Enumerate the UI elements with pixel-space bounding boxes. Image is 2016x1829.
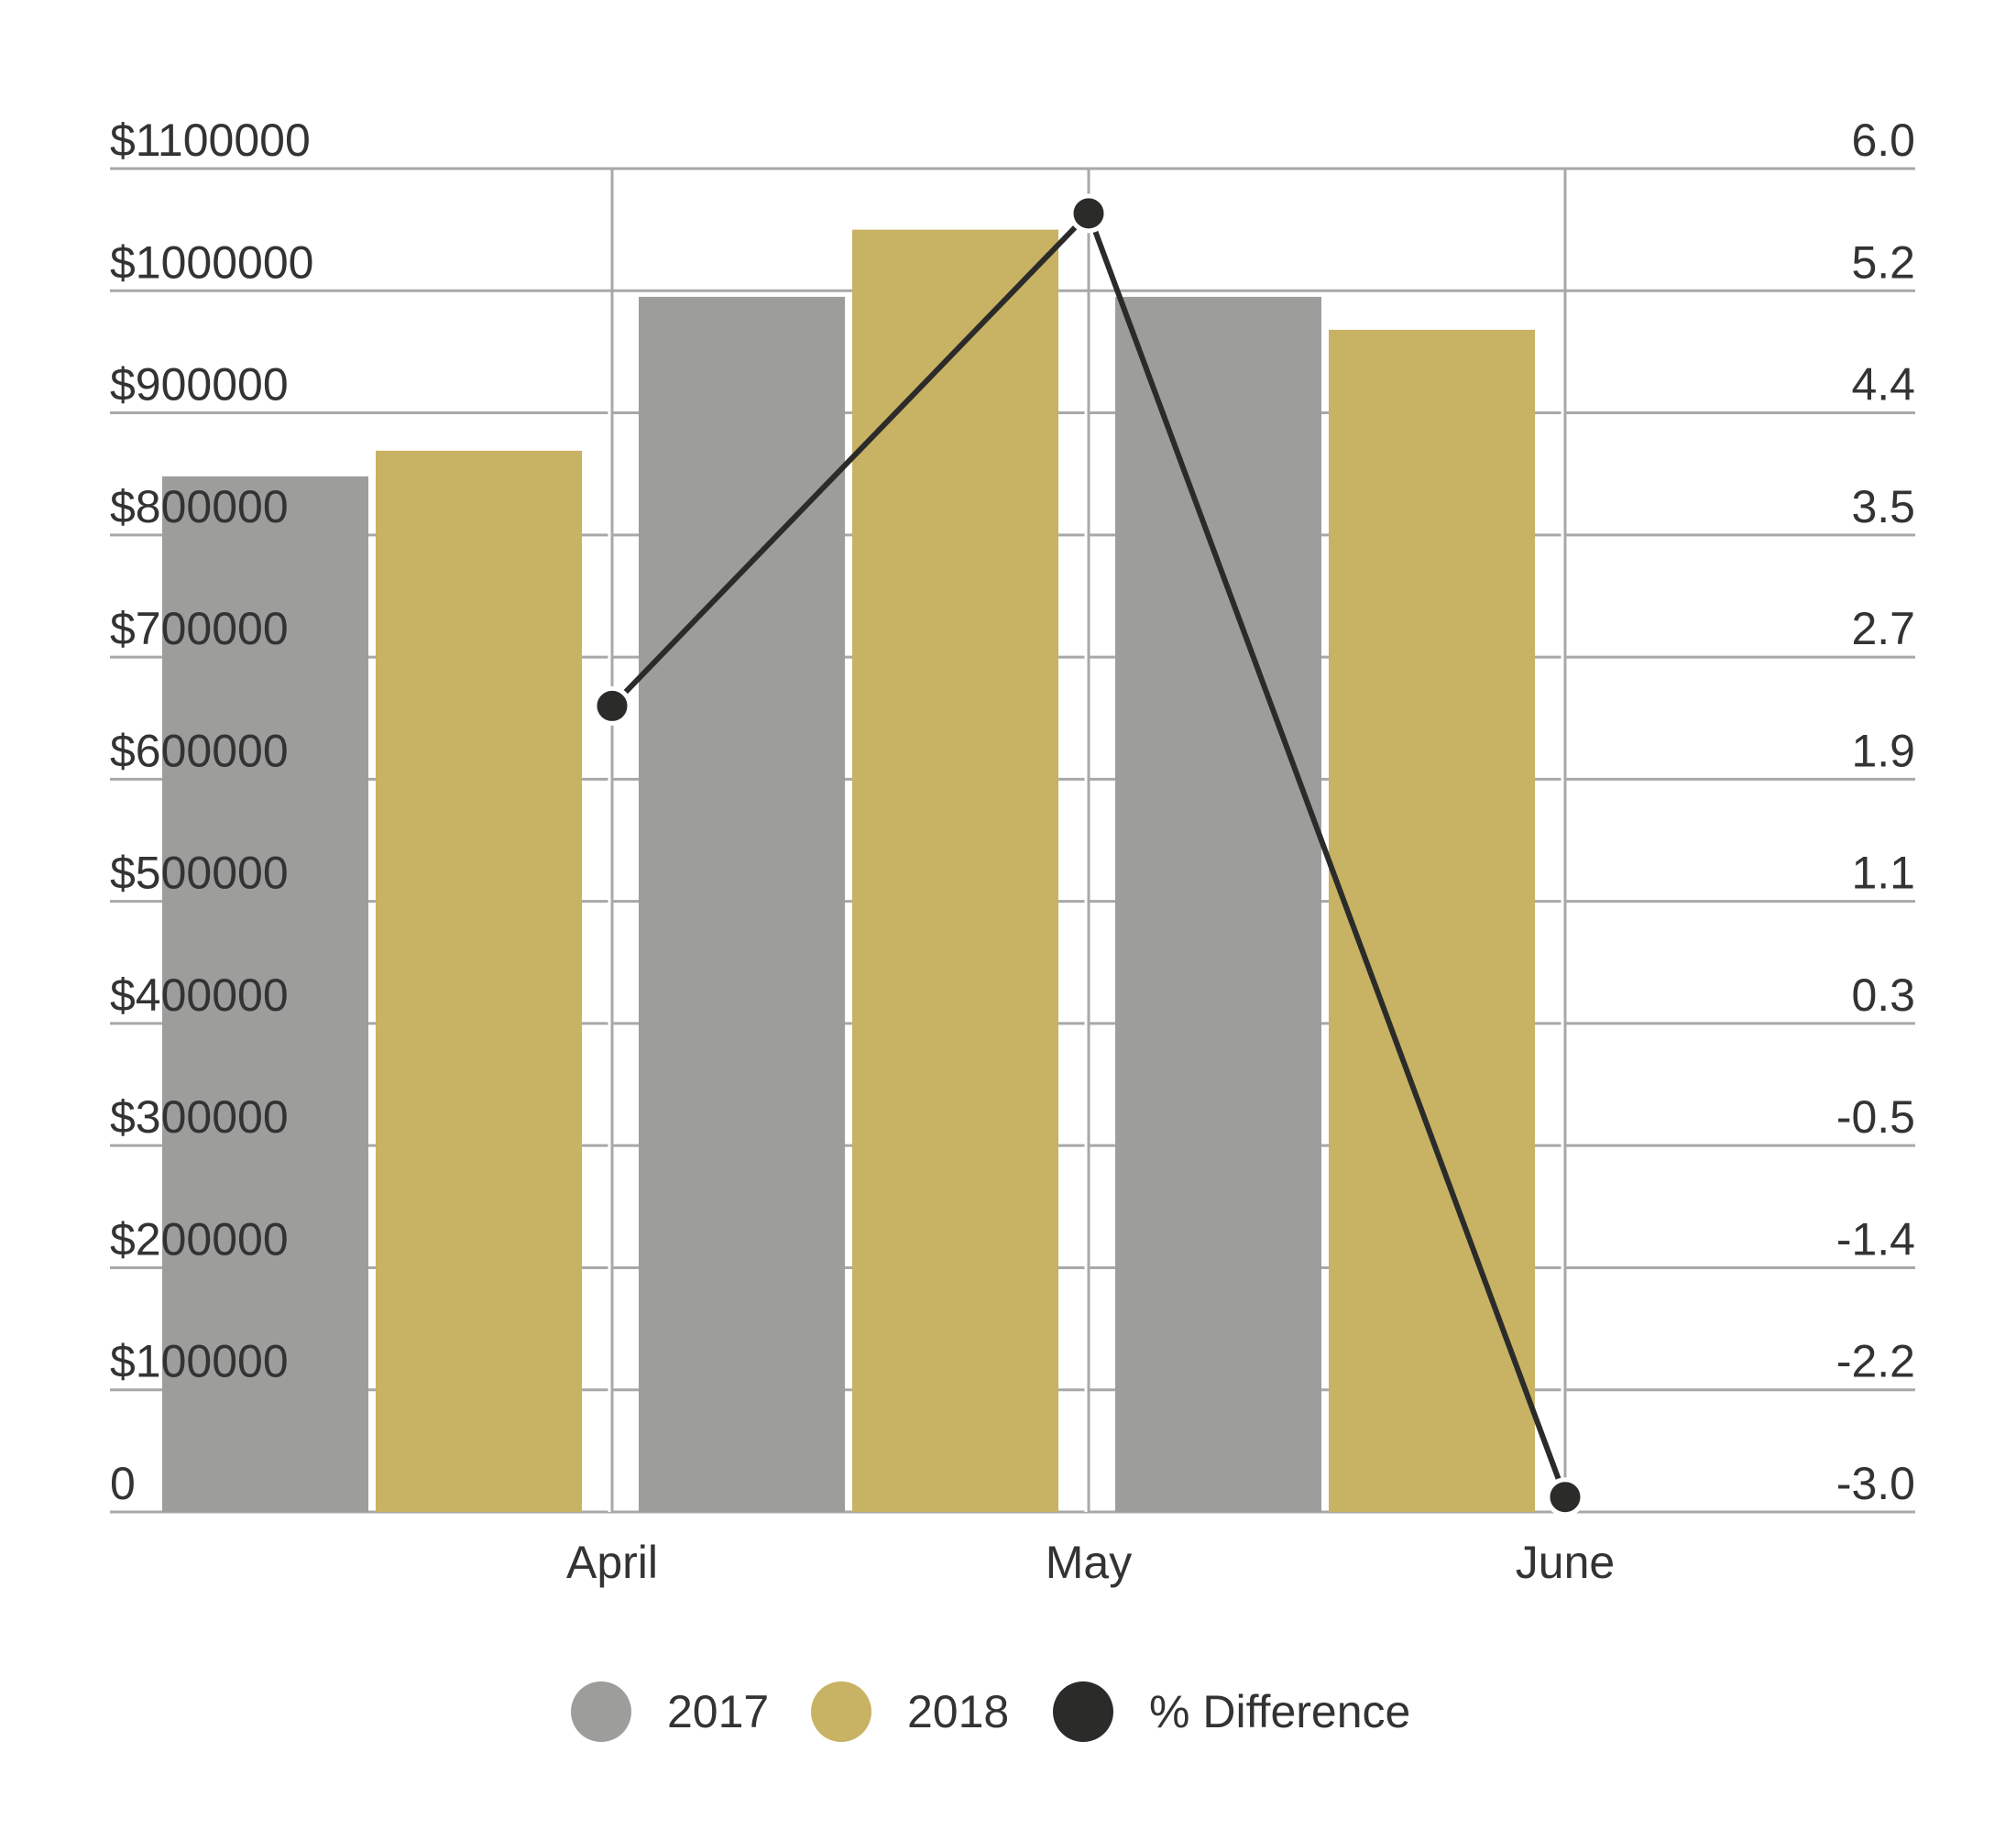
right-tick-label: 0.3 — [1851, 969, 1915, 1021]
right-tick-label: -1.4 — [1836, 1213, 1915, 1265]
left-tick-label: $600000 — [110, 725, 289, 776]
bars — [162, 229, 1535, 1513]
left-tick-label: $1100000 — [110, 115, 311, 166]
right-tick-label: 1.9 — [1851, 725, 1915, 776]
left-tick-label: $1000000 — [110, 236, 313, 288]
x-tick-label-april: April — [566, 1537, 658, 1588]
line-point-may — [1068, 193, 1109, 234]
x-axis-ticks: April May June — [566, 1537, 1615, 1588]
legend-swatch-1 — [571, 1681, 631, 1742]
left-tick-label: $100000 — [110, 1336, 289, 1387]
category-gridlines — [608, 169, 1567, 1512]
bar-2018-april — [376, 450, 582, 1512]
right-tick-label: 6.0 — [1851, 115, 1915, 166]
x-tick-label-may: May — [1046, 1537, 1132, 1588]
right-tick-label: 4.4 — [1851, 359, 1915, 411]
right-tick-label: 3.5 — [1851, 481, 1915, 532]
bar-2017-april — [162, 476, 368, 1512]
right-tick-label: -0.5 — [1836, 1091, 1915, 1143]
x-tick-label-june: June — [1516, 1537, 1615, 1588]
left-tick-label: 0 — [110, 1458, 136, 1509]
bar-2018-june — [1329, 329, 1535, 1512]
legend-label-2: 2018 — [907, 1686, 1009, 1737]
right-tick-label: -2.2 — [1836, 1336, 1915, 1387]
right-tick-label: 5.2 — [1851, 236, 1915, 288]
left-tick-label: $500000 — [110, 848, 289, 899]
left-tick-label: $400000 — [110, 969, 289, 1021]
legend-swatch-3 — [1053, 1681, 1113, 1742]
bar-2017-may — [639, 296, 845, 1512]
left-axis-ticks: 0 $100000 $200000 $300000 $400000 $500000 $600… — [110, 115, 313, 1509]
right-tick-label: -3.0 — [1836, 1458, 1915, 1509]
bar-2018-may — [852, 229, 1058, 1513]
left-tick-label: $200000 — [110, 1213, 289, 1265]
line-point-april — [592, 685, 632, 726]
bar-2017-june — [1115, 296, 1321, 1512]
right-tick-label: 2.7 — [1851, 603, 1915, 654]
legend-swatch-2 — [811, 1681, 871, 1742]
legend: 2017 2018 % Difference — [571, 1681, 1410, 1742]
legend-label-3: % Difference — [1149, 1686, 1410, 1737]
right-tick-label: 1.1 — [1851, 848, 1915, 899]
line-point-june — [1545, 1477, 1585, 1517]
left-tick-label: $300000 — [110, 1091, 289, 1143]
left-tick-label: $700000 — [110, 603, 289, 654]
right-axis-ticks: -3.0 -2.2 -1.4 -0.5 0.3 1.1 1.9 2.7 3.5 4.4 5.2 6.0 — [1836, 115, 1915, 1509]
left-tick-label: $800000 — [110, 481, 289, 532]
legend-label-1: 2017 — [667, 1686, 769, 1737]
left-tick-label: $900000 — [110, 359, 289, 411]
percent-difference-line — [592, 193, 1585, 1517]
